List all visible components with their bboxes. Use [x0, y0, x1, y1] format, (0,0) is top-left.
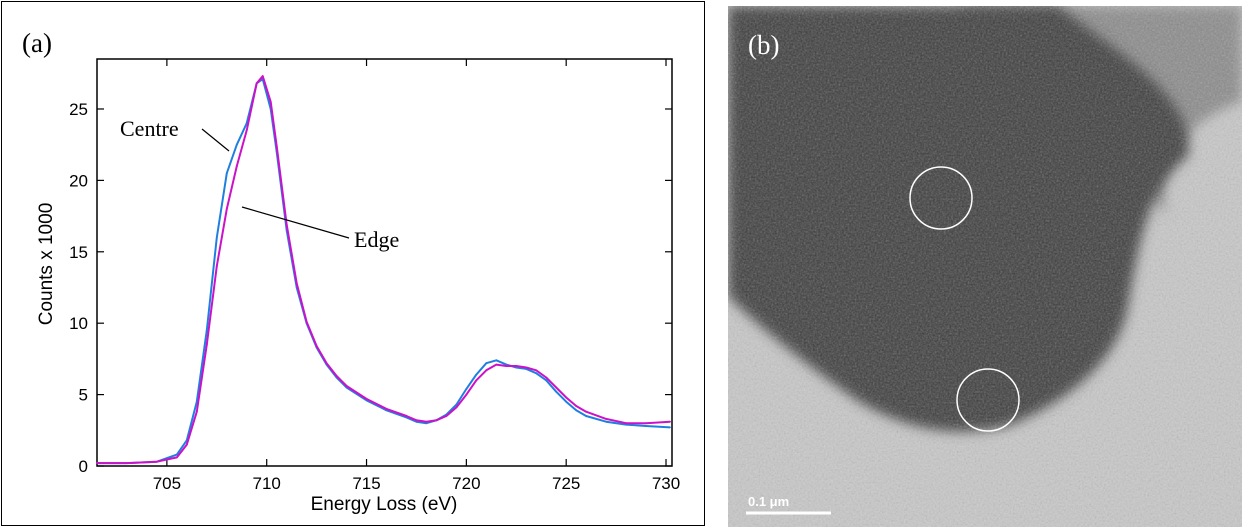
eels-spectrum-panel: (a) 705 710 715 720 725 730 0 5 10 15 20 25 Energy … — [1, 1, 705, 526]
series-2-point — [435, 419, 438, 422]
series-1-point — [465, 388, 468, 390]
series-2-point — [485, 369, 488, 372]
marker-circle-lower — [956, 368, 1020, 432]
grain-texture — [728, 6, 1242, 527]
y-tick-label: 10 — [69, 314, 88, 333]
series-2-point — [275, 145, 278, 148]
series-2-point — [535, 369, 538, 372]
centre-pointer — [201, 128, 230, 152]
series-1-point — [585, 415, 587, 417]
series-1-point — [205, 329, 208, 332]
series-2-point — [565, 396, 568, 399]
series-2-point — [176, 456, 178, 459]
x-axis-label: Energy Loss (eV) — [311, 494, 458, 515]
series-2-point — [605, 418, 607, 420]
series-1-point — [645, 425, 647, 427]
series-2-point — [126, 462, 128, 464]
series-1-point — [575, 409, 578, 412]
y-tick-label: 5 — [79, 386, 88, 405]
series-2-point — [405, 415, 408, 417]
micrograph-panel: 0.1 μm (b) — [728, 6, 1242, 527]
series-2-point — [225, 208, 228, 210]
y-tick-label: 0 — [79, 457, 88, 476]
series-2-point — [295, 282, 298, 285]
series-line-1 — [97, 78, 671, 465]
x-tick-label: 725 — [552, 474, 580, 493]
series-2-point — [156, 460, 158, 463]
y-tick-label: 15 — [69, 243, 88, 262]
series-2-point — [205, 343, 208, 346]
series-2-point — [495, 363, 498, 366]
series-2-point — [269, 100, 272, 103]
series-2-point — [185, 443, 188, 446]
edge-annotation: Edge — [354, 227, 399, 252]
x-tick-label: 710 — [253, 474, 281, 493]
series-1-point — [669, 426, 671, 429]
series-1-point — [545, 379, 548, 382]
series-2-point — [645, 422, 647, 425]
series-2-point — [285, 223, 288, 226]
series-2-point — [261, 75, 264, 77]
series-2-point — [575, 405, 578, 407]
series-1-point — [605, 420, 607, 423]
centre-annotation: Centre — [120, 116, 179, 141]
series-2-point — [255, 82, 258, 85]
y-tick-label: 20 — [69, 171, 88, 190]
series-1-point — [176, 453, 178, 456]
marker-circle-upper — [909, 166, 973, 230]
series-1-point — [215, 236, 218, 239]
series-2-point — [475, 379, 478, 382]
series-1-point — [535, 372, 538, 375]
series-2-point — [365, 398, 368, 400]
x-tick-label: 705 — [153, 474, 181, 493]
series-2-point — [515, 365, 518, 367]
series-2-point — [305, 320, 308, 323]
series-1-point — [485, 362, 488, 365]
series-2-point — [525, 366, 528, 369]
series-1-point — [495, 359, 498, 362]
x-tick-label: 715 — [352, 474, 380, 493]
series-1-point — [225, 172, 228, 175]
series-1-point — [235, 143, 238, 146]
series-2-point — [545, 376, 548, 379]
series-1-point — [455, 403, 458, 406]
series-2-point — [325, 362, 328, 365]
panel-a-label: (a) — [22, 28, 52, 58]
panel-b-label: (b) — [748, 30, 780, 60]
series-2-point — [245, 129, 248, 132]
series-2-point — [455, 406, 458, 409]
series-1-point — [425, 422, 428, 425]
series-2-point — [425, 420, 428, 423]
series-2-point — [215, 265, 218, 267]
series-line-2 — [97, 75, 671, 465]
series-2-point — [585, 410, 587, 413]
series-2-point — [96, 462, 98, 464]
series-2-point — [505, 365, 508, 367]
series-2-point — [235, 165, 238, 168]
series-1-point — [555, 390, 558, 393]
series-2-point — [445, 415, 448, 417]
series-2-point — [555, 386, 558, 389]
y-axis-label: Counts x 1000 — [36, 203, 57, 326]
plot-frame — [96, 58, 673, 467]
series-2-point — [345, 385, 348, 387]
edge-pointer — [241, 206, 350, 239]
series-2-point — [465, 393, 468, 396]
series-2-point — [415, 419, 418, 422]
x-tick-label: 730 — [652, 474, 680, 493]
series-2-point — [335, 375, 338, 377]
y-tick-label: 25 — [69, 100, 88, 119]
series-1-point — [475, 373, 478, 376]
tem-micrograph: 0.1 μm — [728, 6, 1242, 527]
series-2-point — [385, 408, 388, 410]
series-2-point — [625, 422, 627, 425]
series-1-point — [565, 400, 568, 403]
eels-chart: 705 710 715 720 725 730 0 5 10 15 20 25 Energy Loss… — [36, 58, 680, 515]
scale-bar-label: 0.1 μm — [748, 494, 789, 509]
series-2-point — [669, 420, 671, 423]
series-2-point — [315, 345, 318, 347]
x-tick-label: 720 — [452, 474, 480, 493]
series-2-point — [195, 410, 198, 413]
